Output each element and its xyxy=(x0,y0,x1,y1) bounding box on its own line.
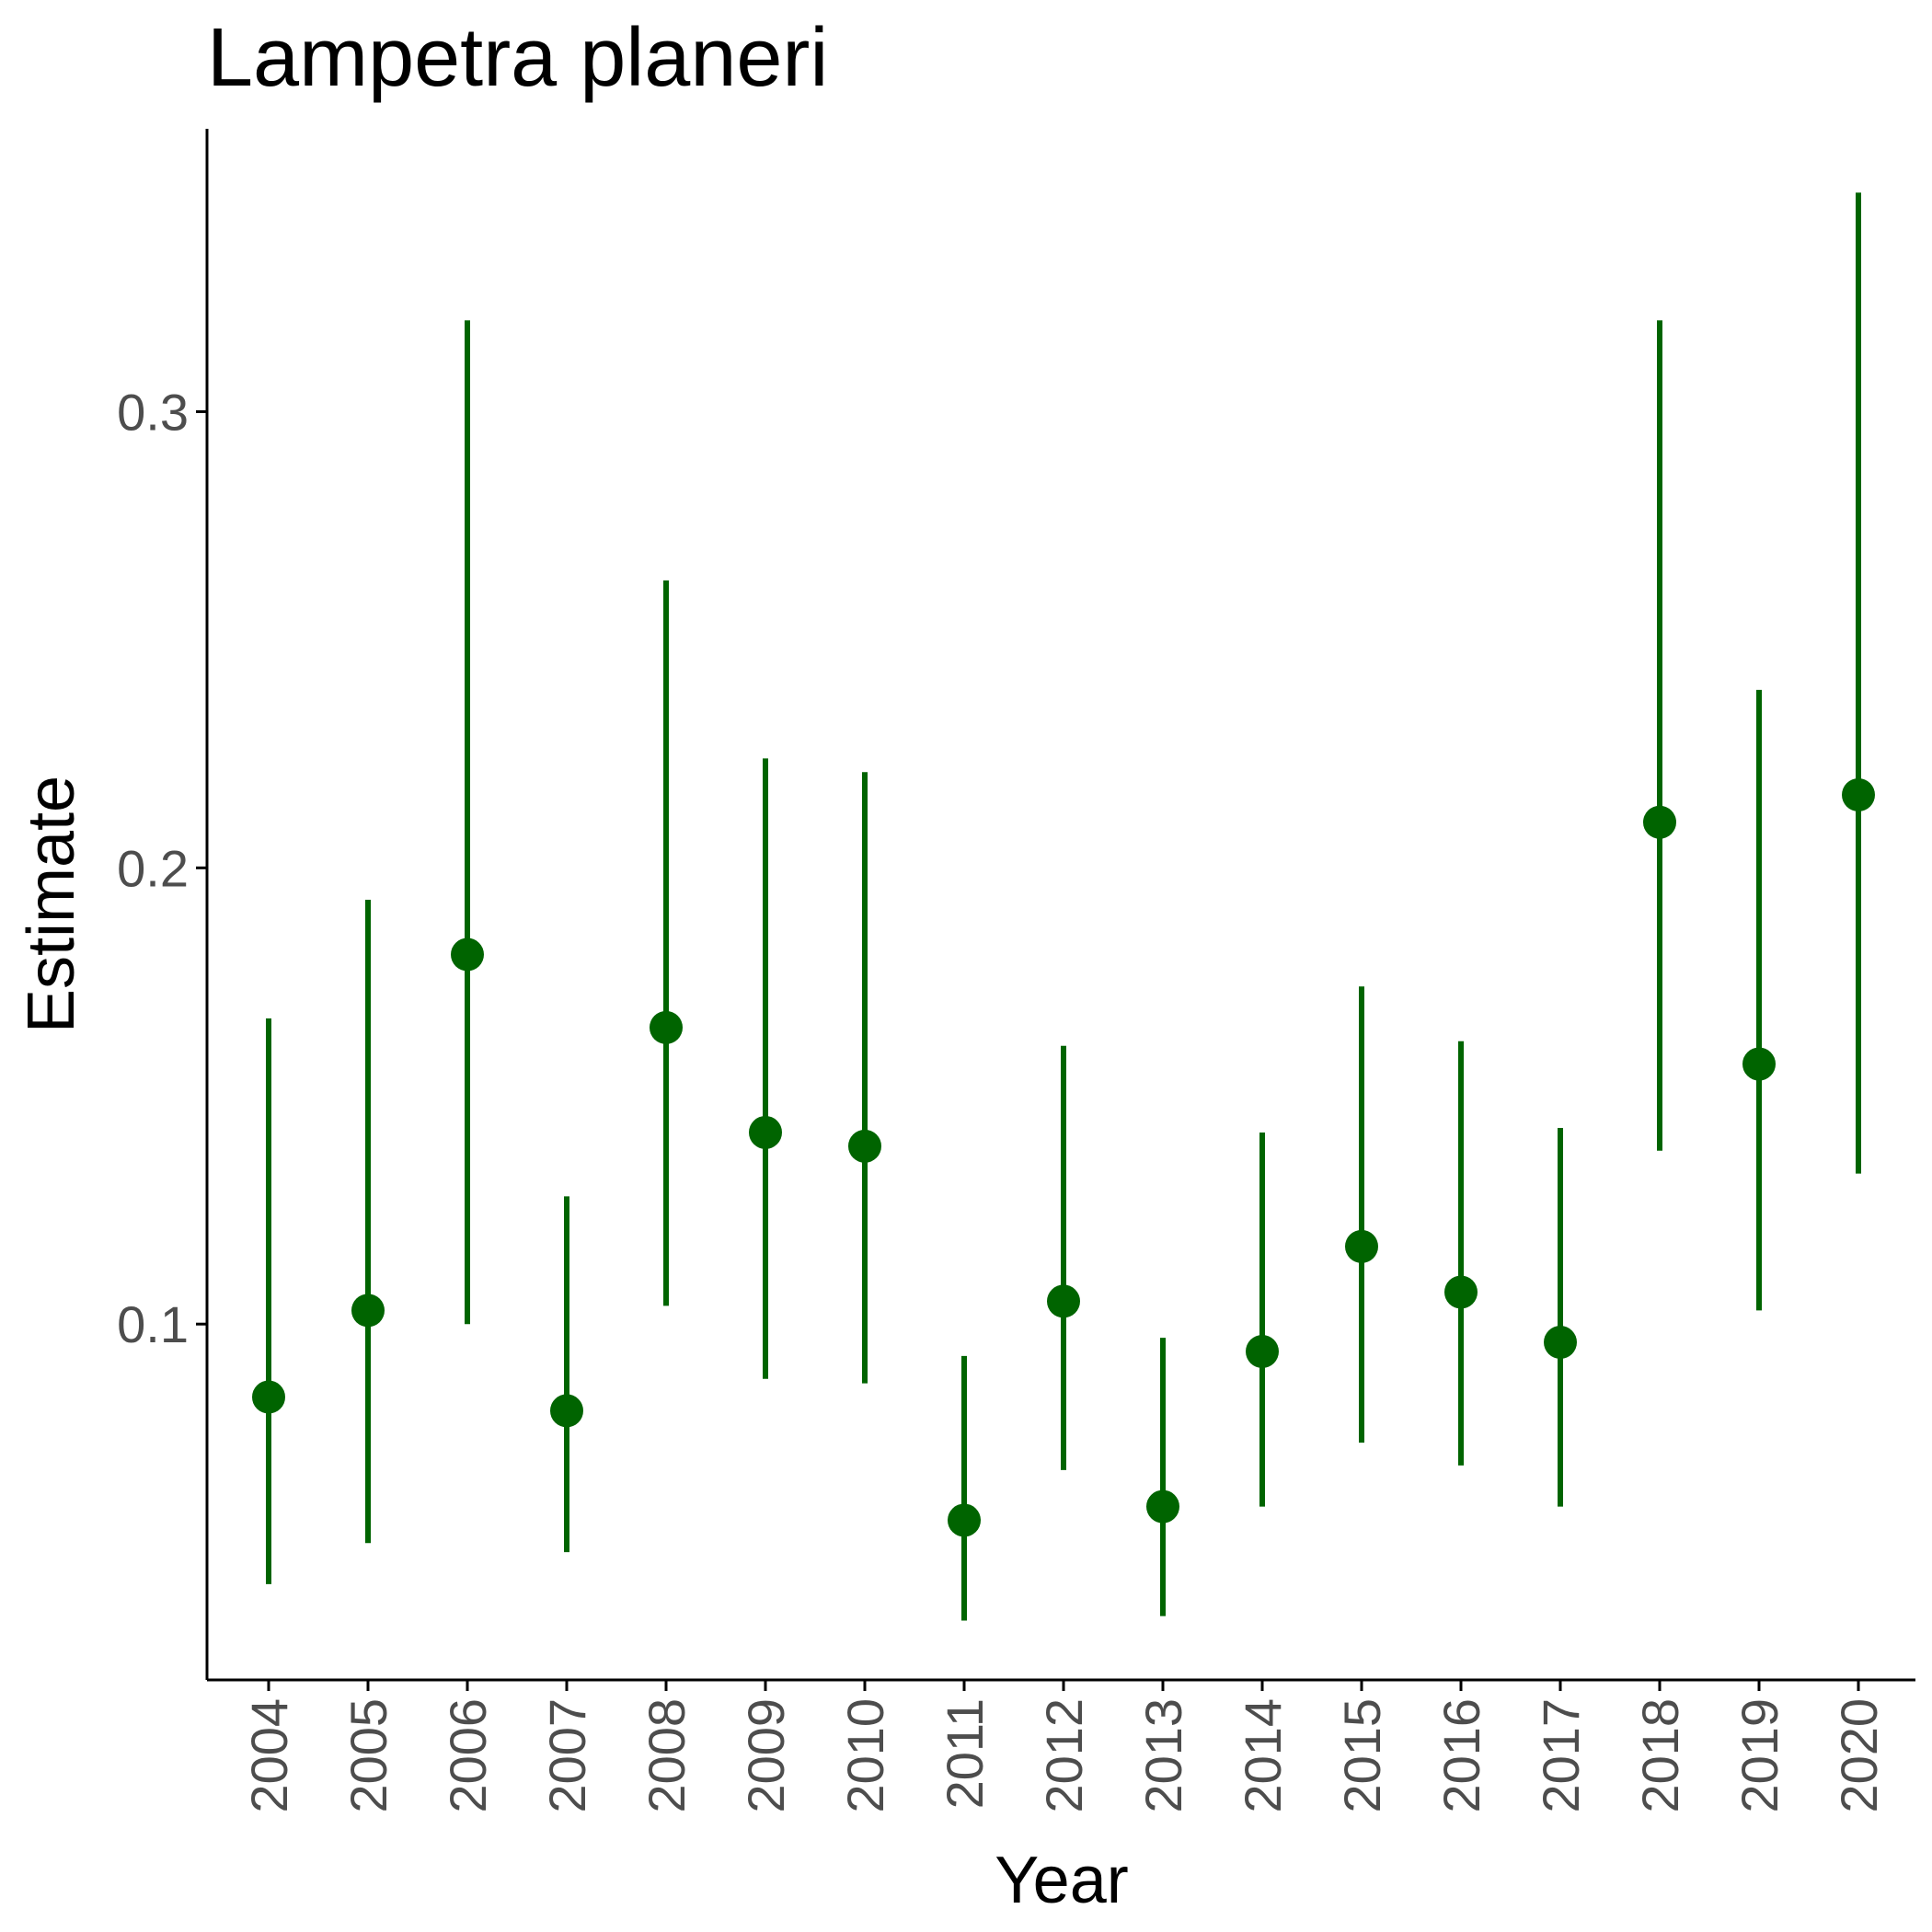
estimate-point xyxy=(650,1010,683,1044)
x-tick-label: 2014 xyxy=(1234,1698,1292,1813)
y-axis-ticks: 0.1 0.2 0.3 xyxy=(117,383,207,1353)
x-tick-label: 2020 xyxy=(1830,1698,1888,1813)
x-tick-label: 2013 xyxy=(1134,1698,1192,1813)
x-tick-label: 2009 xyxy=(737,1698,795,1813)
estimate-point xyxy=(1643,805,1676,839)
x-tick-label: 2010 xyxy=(836,1698,894,1813)
estimate-point xyxy=(1146,1489,1179,1524)
estimate-point xyxy=(1345,1229,1378,1263)
estimate-point xyxy=(451,937,484,972)
x-tick-label: 2007 xyxy=(538,1698,596,1813)
x-tick-label: 2017 xyxy=(1532,1698,1590,1813)
estimate-point xyxy=(1544,1326,1577,1360)
y-tick-label: 0.1 xyxy=(117,1295,189,1353)
y-tick-label: 0.2 xyxy=(117,839,189,897)
estimate-point xyxy=(948,1503,981,1537)
x-axis-ticks: 2004 2005 2006 2007 2008 2009 2010 2011 2012 2013… xyxy=(240,1680,1888,1813)
estimate-point xyxy=(550,1394,583,1428)
x-tick-label: 2018 xyxy=(1631,1698,1689,1813)
plot-marks xyxy=(252,192,1875,1621)
estimate-point xyxy=(351,1294,385,1328)
x-tick-label: 2016 xyxy=(1432,1698,1490,1813)
estimate-point xyxy=(1246,1334,1279,1368)
x-tick-label: 2019 xyxy=(1731,1698,1788,1813)
estimate-point xyxy=(1047,1284,1080,1318)
x-tick-label: 2008 xyxy=(638,1698,696,1813)
x-tick-label: 2011 xyxy=(936,1698,994,1809)
x-tick-label: 2015 xyxy=(1333,1698,1391,1813)
estimate-point xyxy=(848,1129,881,1163)
estimate-point xyxy=(1444,1275,1478,1309)
estimate-point xyxy=(252,1380,285,1414)
y-tick-label: 0.3 xyxy=(117,383,189,441)
x-tick-label: 2006 xyxy=(439,1698,497,1813)
y-axis-title: Estimate xyxy=(15,776,88,1033)
x-axis-title: Year xyxy=(995,1844,1128,1917)
x-tick-label: 2004 xyxy=(240,1698,298,1813)
x-tick-label: 2005 xyxy=(339,1698,397,1813)
estimate-point xyxy=(749,1115,782,1149)
x-tick-label: 2012 xyxy=(1035,1698,1093,1813)
chart-title: Lampetra planeri xyxy=(207,12,828,104)
estimate-point xyxy=(1842,777,1875,811)
estimate-point xyxy=(1742,1047,1776,1081)
